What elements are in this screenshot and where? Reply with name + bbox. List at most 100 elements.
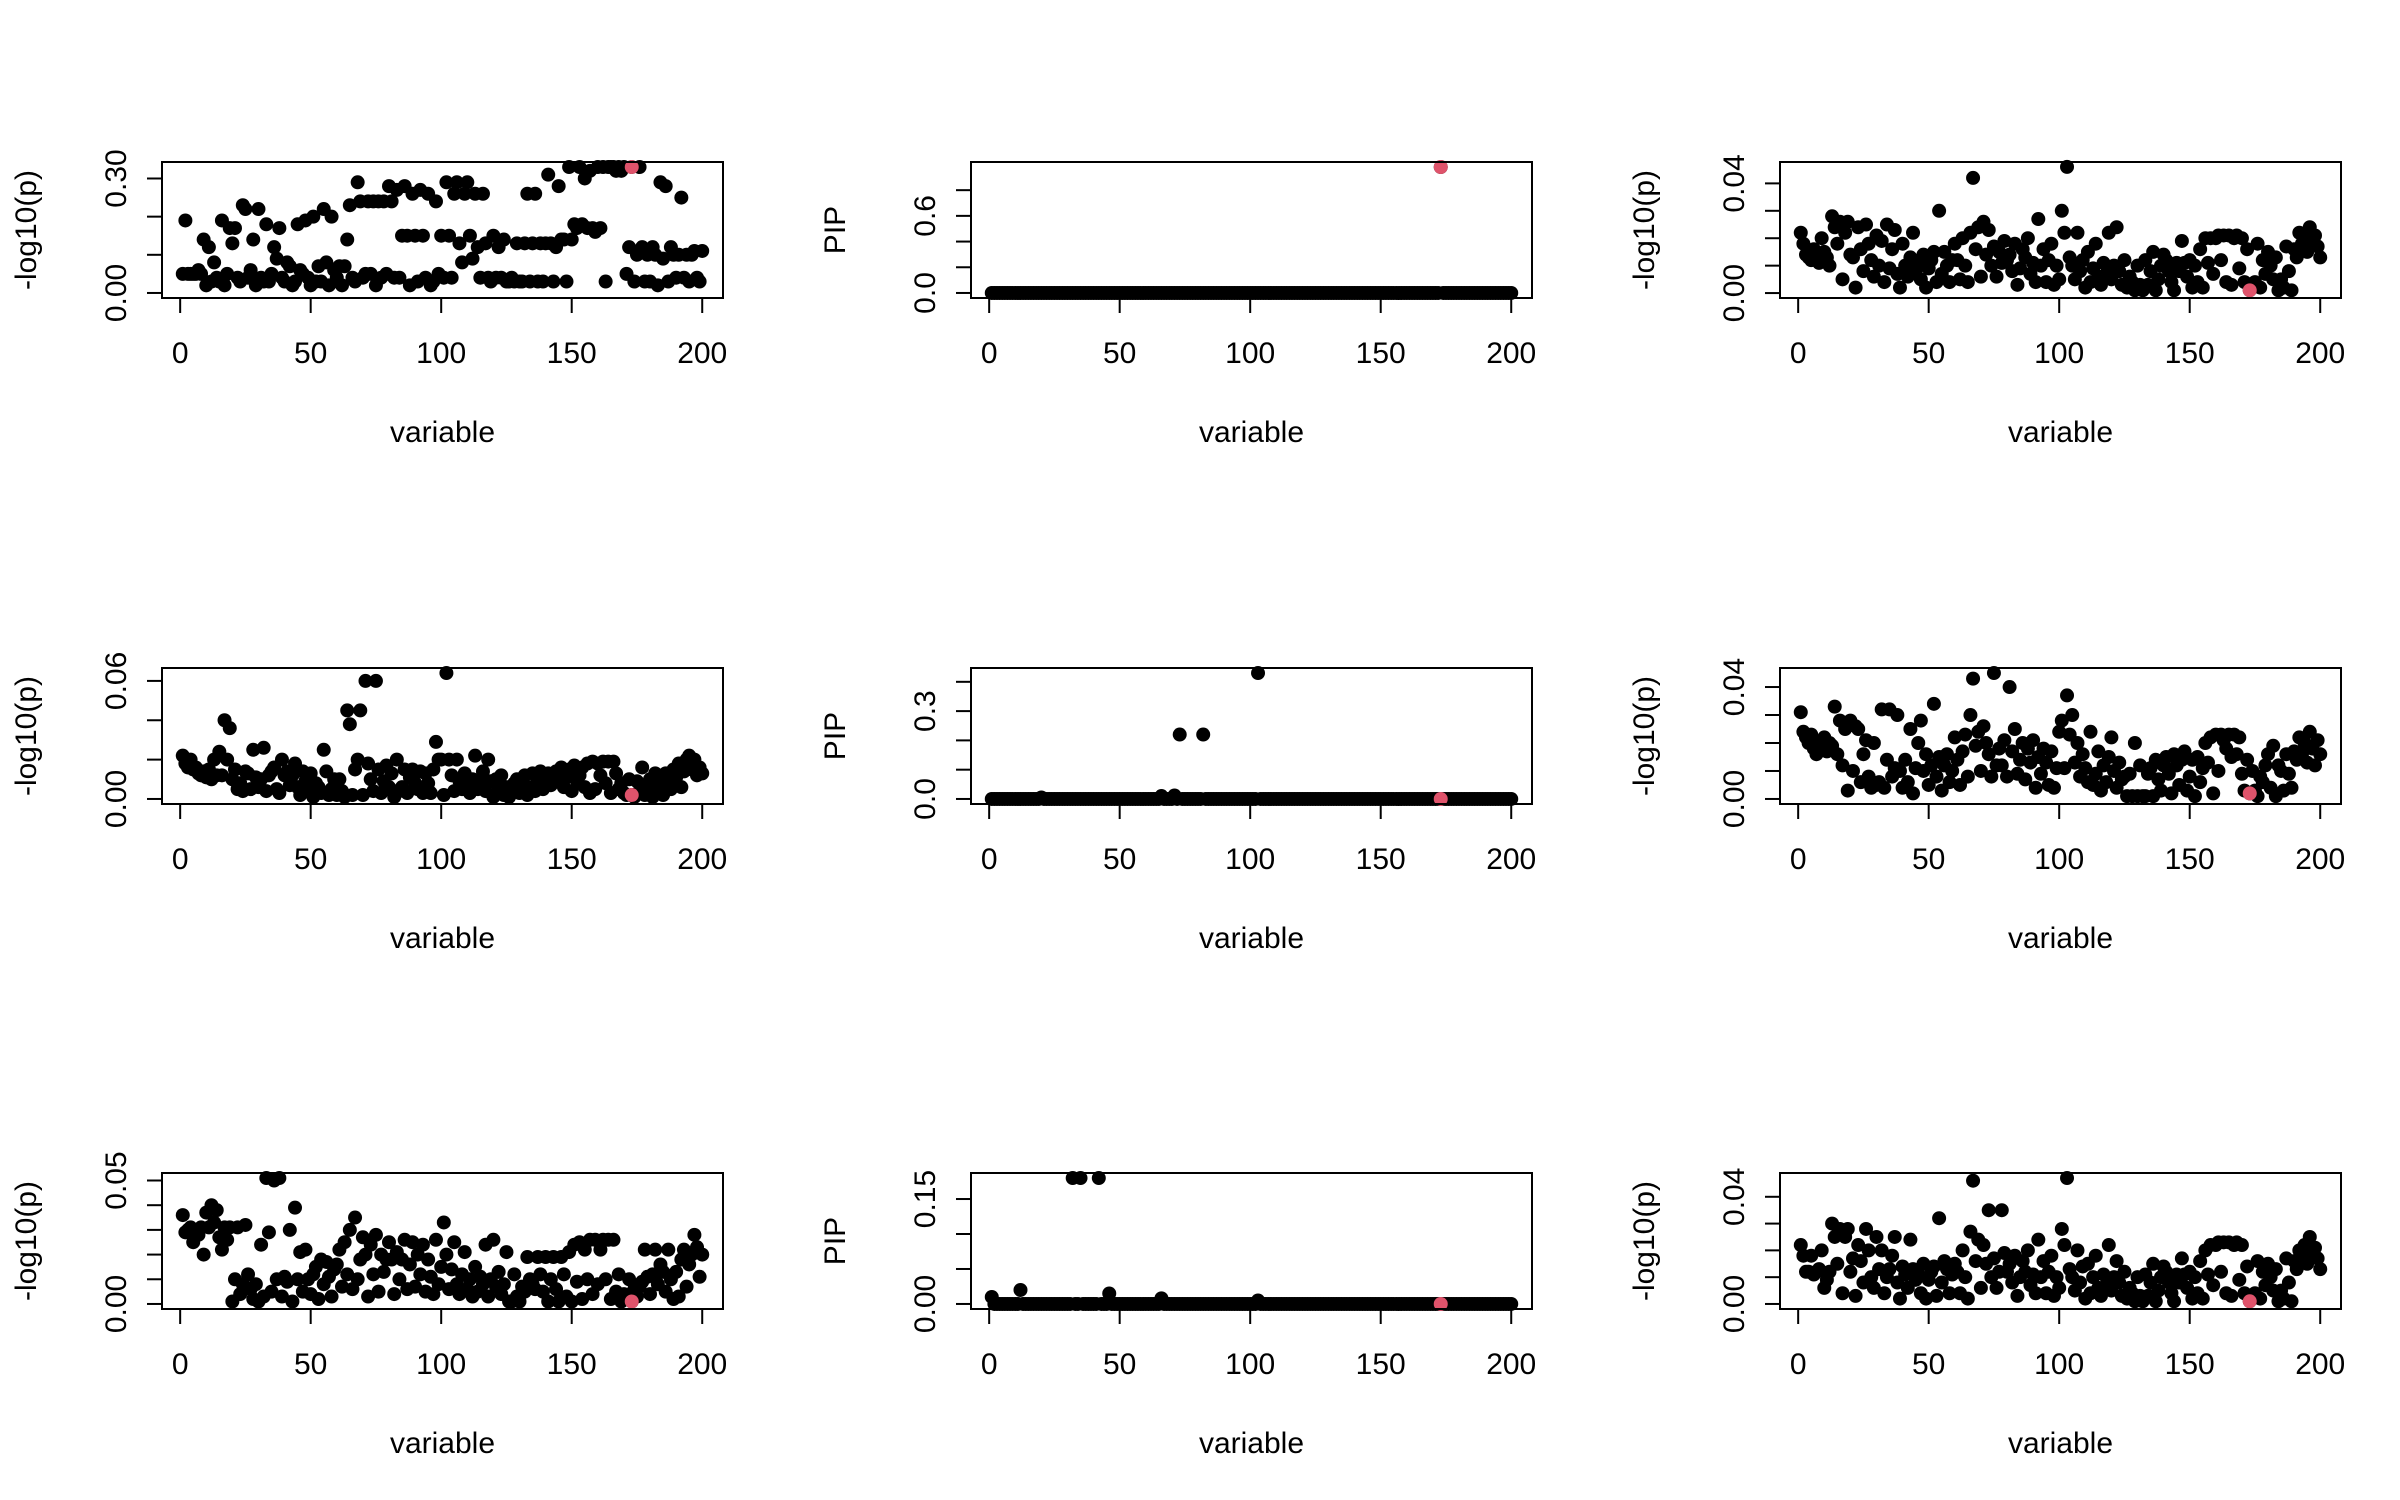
point bbox=[1926, 1259, 1941, 1274]
point bbox=[1848, 280, 1863, 295]
point bbox=[2078, 761, 2093, 776]
point bbox=[468, 748, 483, 763]
y-axis-label: -log10(p) bbox=[10, 676, 43, 796]
point bbox=[1997, 733, 2012, 748]
point bbox=[2049, 258, 2064, 273]
point bbox=[486, 1232, 501, 1247]
point bbox=[551, 179, 566, 194]
point bbox=[541, 1294, 556, 1309]
point bbox=[387, 1287, 402, 1302]
point bbox=[2232, 730, 2247, 745]
point bbox=[533, 1267, 548, 1282]
point bbox=[368, 1227, 383, 1242]
point bbox=[2167, 283, 2182, 298]
point bbox=[2234, 231, 2249, 246]
point bbox=[2193, 775, 2208, 790]
point bbox=[1981, 1203, 1996, 1218]
point bbox=[2234, 1238, 2249, 1253]
x-tick-label: 200 bbox=[1486, 1348, 1536, 1381]
point bbox=[274, 1289, 289, 1304]
point bbox=[1984, 769, 1999, 784]
point bbox=[481, 752, 496, 767]
point bbox=[1942, 1286, 1957, 1301]
point bbox=[449, 752, 464, 767]
point bbox=[2240, 242, 2255, 257]
point bbox=[499, 1245, 514, 1260]
point bbox=[606, 754, 621, 769]
point bbox=[1903, 1232, 1918, 1247]
y-tick-label: 0.06 bbox=[100, 652, 133, 710]
y-tick-label: 0.04 bbox=[1718, 1168, 1751, 1226]
point bbox=[2193, 1254, 2208, 1269]
point bbox=[366, 1267, 381, 1282]
point bbox=[2195, 1291, 2210, 1306]
y-axis-label: PIP bbox=[819, 712, 852, 760]
y-tick-label: 0.05 bbox=[100, 1151, 133, 1209]
point bbox=[564, 1294, 579, 1309]
point bbox=[457, 186, 472, 201]
point bbox=[569, 1274, 584, 1289]
plot-box bbox=[970, 667, 1533, 805]
point bbox=[2088, 1248, 2103, 1263]
point bbox=[2180, 269, 2195, 284]
point bbox=[408, 1279, 423, 1294]
point bbox=[1955, 1243, 1970, 1258]
point bbox=[598, 274, 613, 289]
point bbox=[402, 1257, 417, 1272]
point bbox=[606, 1232, 621, 1247]
point bbox=[332, 772, 347, 787]
point bbox=[2070, 225, 2085, 240]
point bbox=[272, 1171, 287, 1186]
point bbox=[1958, 727, 1973, 742]
point bbox=[611, 1267, 626, 1282]
x-tick-label: 0 bbox=[172, 1348, 189, 1381]
point bbox=[340, 1267, 355, 1282]
x-tick-label: 0 bbox=[1790, 843, 1807, 876]
point bbox=[1979, 735, 1994, 750]
point bbox=[361, 1289, 376, 1304]
point bbox=[207, 1215, 222, 1230]
panel: 0 50 100 150 200 variable 0.00 0.04 -log10(p) bbox=[1628, 658, 2345, 955]
point bbox=[520, 1250, 535, 1265]
point bbox=[1433, 1296, 1448, 1311]
point bbox=[1073, 1171, 1088, 1186]
point bbox=[695, 1247, 710, 1262]
point bbox=[2214, 253, 2229, 268]
point bbox=[1945, 763, 1960, 778]
point bbox=[1926, 696, 1941, 711]
point bbox=[175, 1208, 190, 1223]
point bbox=[1196, 727, 1211, 742]
point bbox=[1859, 1221, 1874, 1236]
point bbox=[2112, 755, 2127, 770]
point bbox=[1433, 791, 1448, 806]
x-tick-label: 150 bbox=[547, 843, 597, 876]
x-axis-label: variable bbox=[1199, 1427, 1304, 1460]
point bbox=[2070, 735, 2085, 750]
point bbox=[1830, 236, 1845, 251]
x-tick-label: 200 bbox=[677, 1348, 727, 1381]
point bbox=[1848, 1288, 1863, 1303]
point bbox=[1835, 1286, 1850, 1301]
point bbox=[1859, 217, 1874, 232]
point bbox=[2151, 772, 2166, 787]
point bbox=[2300, 244, 2315, 259]
point bbox=[2010, 277, 2025, 292]
point bbox=[2091, 744, 2106, 759]
x-tick-label: 100 bbox=[1225, 1348, 1275, 1381]
point bbox=[593, 221, 608, 236]
point bbox=[1934, 1275, 1949, 1290]
point bbox=[462, 228, 477, 243]
point bbox=[2289, 1262, 2304, 1277]
point bbox=[1843, 1264, 1858, 1279]
point bbox=[2101, 749, 2116, 764]
point bbox=[2190, 749, 2205, 764]
point bbox=[1919, 280, 1934, 295]
point bbox=[1929, 769, 1944, 784]
point bbox=[1793, 225, 1808, 240]
point bbox=[1874, 233, 1889, 248]
point bbox=[1966, 170, 1981, 185]
point bbox=[2117, 1264, 2132, 1279]
plot-box bbox=[970, 1172, 1533, 1310]
y-tick-label: 0.00 bbox=[100, 1275, 133, 1333]
point bbox=[368, 673, 383, 688]
